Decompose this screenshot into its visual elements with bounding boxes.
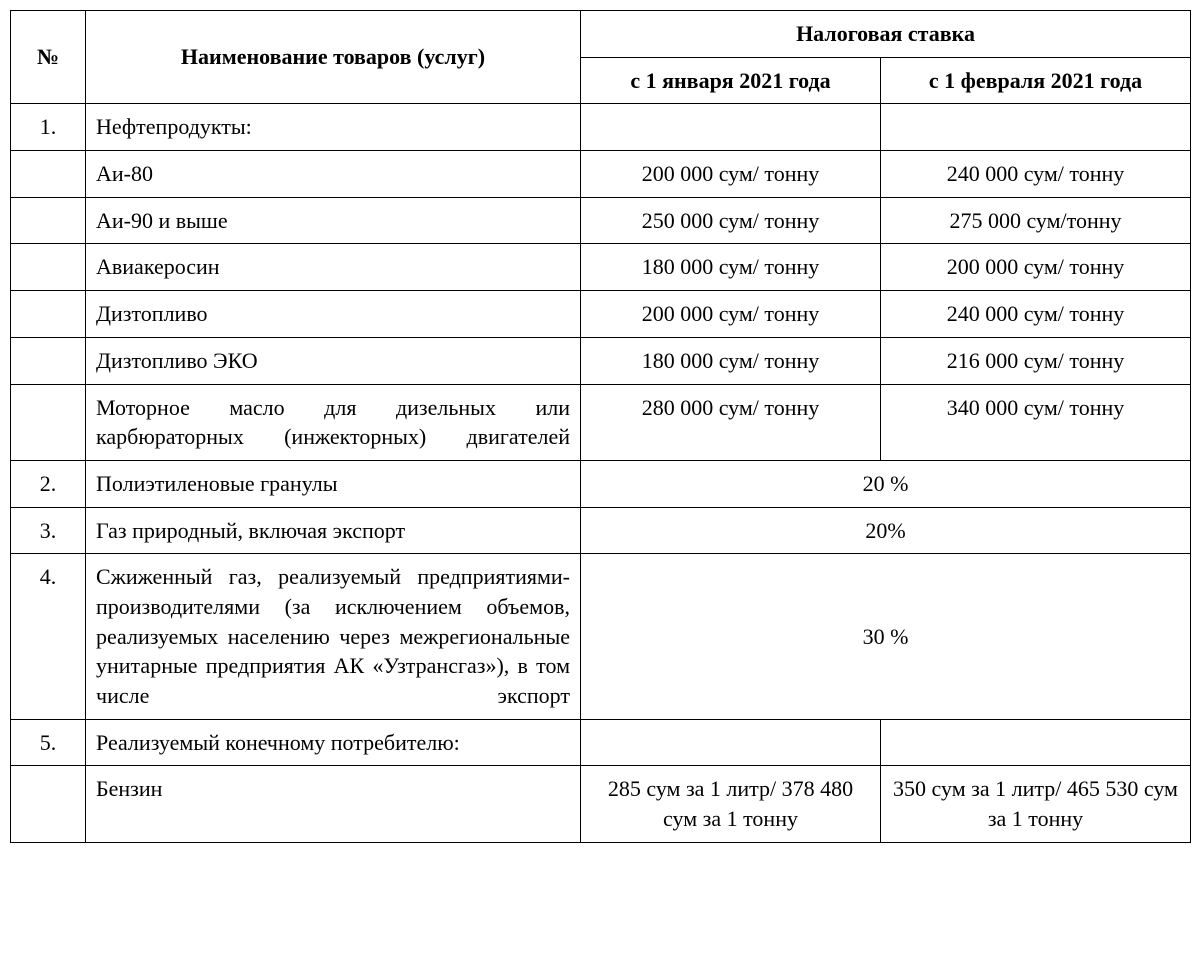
cell-num	[11, 151, 86, 198]
cell-num: 4.	[11, 554, 86, 719]
cell-rate-merged: 20 %	[581, 460, 1191, 507]
header-rate-group: Налоговая ставка	[581, 11, 1191, 58]
cell-rate1: 200 000 сум/ тонну	[581, 151, 881, 198]
table-row: 5.Реализуемый конечному потребителю:	[11, 719, 1191, 766]
table-row: 1.Нефтепродукты:	[11, 104, 1191, 151]
header-num: №	[11, 11, 86, 104]
cell-name: Сжиженный газ, реализуемый предприятиями…	[86, 554, 581, 719]
cell-rate2	[881, 719, 1191, 766]
cell-rate1: 200 000 сум/ тонну	[581, 291, 881, 338]
cell-num	[11, 197, 86, 244]
cell-num: 2.	[11, 460, 86, 507]
table-body: 1.Нефтепродукты:Аи-80200 000 сум/ тонну2…	[11, 104, 1191, 842]
table-row: 3.Газ природный, включая экспорт20%	[11, 507, 1191, 554]
cell-rate-merged: 20%	[581, 507, 1191, 554]
table-row: 4.Сжиженный газ, реализуемый предприятия…	[11, 554, 1191, 719]
cell-num: 5.	[11, 719, 86, 766]
cell-name: Моторное масло для дизельных или карбюра…	[86, 384, 581, 460]
cell-num	[11, 244, 86, 291]
cell-name: Нефтепродукты:	[86, 104, 581, 151]
cell-name: Аи-80	[86, 151, 581, 198]
cell-rate-merged: 30 %	[581, 554, 1191, 719]
cell-rate2	[881, 104, 1191, 151]
tax-rate-table: № Наименование товаров (услуг) Налоговая…	[10, 10, 1191, 843]
cell-rate1: 180 000 сум/ тонну	[581, 244, 881, 291]
cell-name: Газ природный, включая экспорт	[86, 507, 581, 554]
cell-name: Аи-90 и выше	[86, 197, 581, 244]
cell-rate1: 250 000 сум/ тонну	[581, 197, 881, 244]
cell-rate1: 180 000 сум/ тонну	[581, 337, 881, 384]
cell-num: 3.	[11, 507, 86, 554]
header-row-1: № Наименование товаров (услуг) Налоговая…	[11, 11, 1191, 58]
header-name: Наименование товаров (услуг)	[86, 11, 581, 104]
cell-num	[11, 291, 86, 338]
cell-name: Бензин	[86, 766, 581, 842]
table-row: Дизтопливо ЭКО180 000 сум/ тонну216 000 …	[11, 337, 1191, 384]
cell-name: Дизтопливо	[86, 291, 581, 338]
cell-rate2: 216 000 сум/ тонну	[881, 337, 1191, 384]
cell-num	[11, 384, 86, 460]
cell-rate1: 285 сум за 1 литр/ 378 480 сум за 1 тонн…	[581, 766, 881, 842]
table-row: Моторное масло для дизельных или карбюра…	[11, 384, 1191, 460]
cell-name: Авиакеросин	[86, 244, 581, 291]
cell-rate1	[581, 719, 881, 766]
table-row: Дизтопливо200 000 сум/ тонну240 000 сум/…	[11, 291, 1191, 338]
cell-num	[11, 337, 86, 384]
cell-rate2: 340 000 сум/ тонну	[881, 384, 1191, 460]
cell-name: Реализуемый конечному потребителю:	[86, 719, 581, 766]
header-rate1: с 1 января 2021 года	[581, 57, 881, 104]
table-header: № Наименование товаров (услуг) Налоговая…	[11, 11, 1191, 104]
cell-rate2: 350 сум за 1 литр/ 465 530 сум за 1 тонн…	[881, 766, 1191, 842]
cell-num: 1.	[11, 104, 86, 151]
cell-num	[11, 766, 86, 842]
table-row: Бензин285 сум за 1 литр/ 378 480 сум за …	[11, 766, 1191, 842]
table-row: Аи-80200 000 сум/ тонну240 000 сум/ тонн…	[11, 151, 1191, 198]
table-row: 2.Полиэтиленовые гранулы20 %	[11, 460, 1191, 507]
cell-rate1	[581, 104, 881, 151]
cell-name: Полиэтиленовые гранулы	[86, 460, 581, 507]
table-row: Аи-90 и выше250 000 сум/ тонну275 000 су…	[11, 197, 1191, 244]
cell-rate2: 240 000 сум/ тонну	[881, 151, 1191, 198]
cell-rate1: 280 000 сум/ тонну	[581, 384, 881, 460]
cell-rate2: 200 000 сум/ тонну	[881, 244, 1191, 291]
cell-name: Дизтопливо ЭКО	[86, 337, 581, 384]
cell-rate2: 275 000 сум/тонну	[881, 197, 1191, 244]
header-rate2: с 1 февраля 2021 года	[881, 57, 1191, 104]
table-row: Авиакеросин180 000 сум/ тонну200 000 сум…	[11, 244, 1191, 291]
cell-rate2: 240 000 сум/ тонну	[881, 291, 1191, 338]
